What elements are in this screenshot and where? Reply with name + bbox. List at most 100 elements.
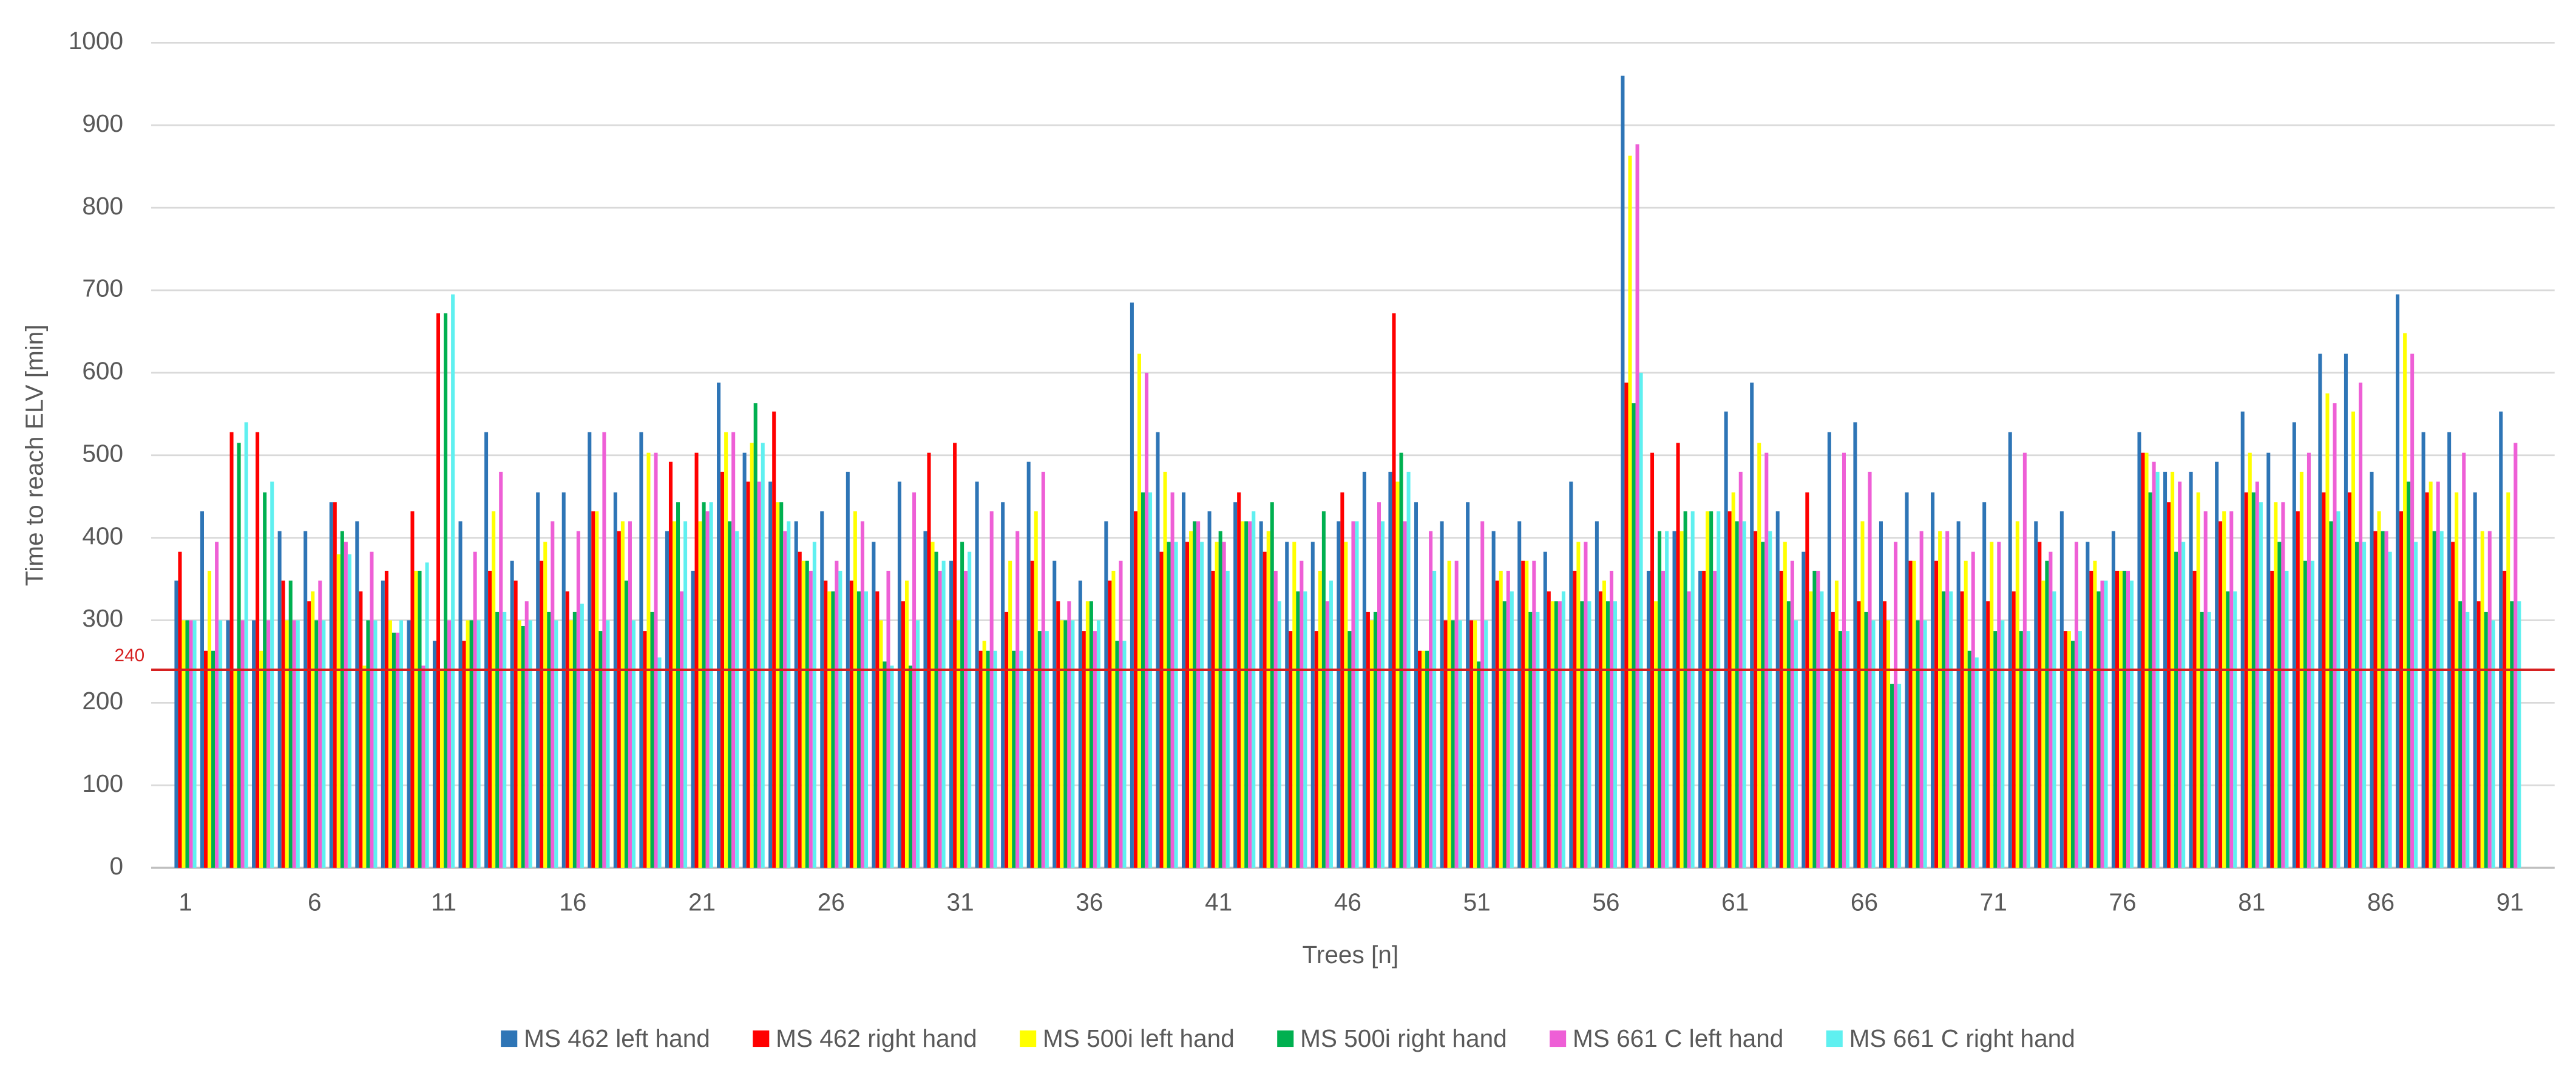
- bar: [872, 542, 876, 868]
- bar: [503, 611, 507, 868]
- bar: [904, 581, 909, 868]
- bar: [2178, 482, 2182, 868]
- bar: [1864, 611, 1868, 868]
- bar: [2414, 542, 2418, 868]
- bar: [2229, 511, 2234, 868]
- x-tick-label: 6: [308, 888, 322, 916]
- legend-label: MS 661 C right hand: [1849, 1024, 2075, 1052]
- bar: [717, 383, 721, 868]
- bar: [1879, 521, 1883, 868]
- legend-label: MS 462 right hand: [776, 1024, 977, 1052]
- bar: [2333, 403, 2337, 868]
- bar: [2303, 560, 2307, 868]
- bar: [2480, 531, 2484, 868]
- bar: [1580, 601, 1584, 868]
- bar: [1764, 452, 1769, 868]
- bar: [1447, 560, 1451, 868]
- bar: [1964, 560, 1968, 868]
- bar: [1709, 511, 1713, 868]
- bar: [2203, 511, 2208, 868]
- bar: [1170, 492, 1174, 868]
- bar: [1012, 650, 1016, 868]
- bar: [702, 502, 706, 868]
- bar: [1916, 620, 1920, 868]
- bar: [2063, 631, 2067, 868]
- bar: [1292, 542, 1296, 868]
- x-tick-label: 91: [2496, 888, 2524, 916]
- bar: [2067, 631, 2071, 868]
- bar: [1005, 611, 1009, 868]
- bar: [444, 313, 448, 868]
- bar: [344, 542, 348, 868]
- bar: [2274, 502, 2278, 868]
- bar: [808, 570, 813, 868]
- bar: [787, 521, 791, 868]
- y-tick-label: 0: [109, 852, 123, 880]
- legend-label: MS 500i right hand: [1300, 1024, 1507, 1052]
- bar: [968, 551, 972, 868]
- bar: [709, 502, 713, 868]
- bar: [1030, 560, 1034, 868]
- bar: [1960, 591, 1964, 868]
- bar: [407, 620, 411, 868]
- bar: [602, 432, 606, 868]
- bar: [934, 551, 938, 868]
- bar: [1156, 432, 1160, 868]
- bar: [1067, 601, 1071, 868]
- bar: [2377, 511, 2381, 868]
- bar: [1318, 570, 1322, 868]
- bar: [801, 560, 805, 868]
- bar: [1923, 620, 1927, 868]
- bar: [831, 591, 835, 868]
- bar: [1510, 591, 1514, 868]
- bar: [2388, 551, 2392, 868]
- bar: [1063, 620, 1068, 868]
- bar: [2118, 570, 2123, 868]
- bar: [2487, 531, 2492, 868]
- x-tick-label: 21: [688, 888, 716, 916]
- bar: [333, 502, 337, 868]
- bar: [1897, 684, 1902, 868]
- bar: [178, 551, 182, 868]
- bar: [2351, 411, 2356, 868]
- bar: [875, 591, 880, 868]
- bar: [1974, 657, 1979, 868]
- bar: [388, 620, 392, 868]
- x-tick-label: 76: [2109, 888, 2136, 916]
- bar: [1148, 492, 1153, 868]
- bar: [620, 521, 625, 868]
- bar: [631, 620, 636, 868]
- bar: [1576, 542, 1581, 868]
- bar: [473, 551, 477, 868]
- bar: [978, 650, 983, 868]
- bar: [1561, 591, 1565, 868]
- bar: [1484, 620, 1488, 868]
- bar: [1237, 492, 1241, 868]
- bar: [1827, 432, 1831, 868]
- legend-swatch: [501, 1030, 518, 1047]
- bar: [421, 666, 425, 868]
- bar: [303, 531, 308, 868]
- bar: [805, 560, 809, 868]
- bar: [576, 531, 580, 868]
- bar: [569, 620, 573, 868]
- bar: [591, 511, 595, 868]
- bar: [1392, 313, 1396, 868]
- bar: [2022, 452, 2027, 868]
- bar: [890, 666, 894, 868]
- bar: [1605, 601, 1610, 868]
- y-tick-label: 900: [82, 109, 123, 137]
- bar: [1838, 631, 1842, 868]
- bar: [1724, 411, 1728, 868]
- bar: [2111, 531, 2115, 868]
- bar: [1646, 570, 1650, 868]
- bar: [960, 542, 964, 868]
- bar: [1967, 650, 1971, 868]
- bar: [1189, 531, 1193, 868]
- bar: [2126, 570, 2130, 868]
- bar: [923, 531, 927, 868]
- bar: [1971, 551, 1975, 868]
- bar: [440, 669, 444, 868]
- bar: [1613, 601, 1618, 868]
- legend-swatch: [1020, 1030, 1037, 1047]
